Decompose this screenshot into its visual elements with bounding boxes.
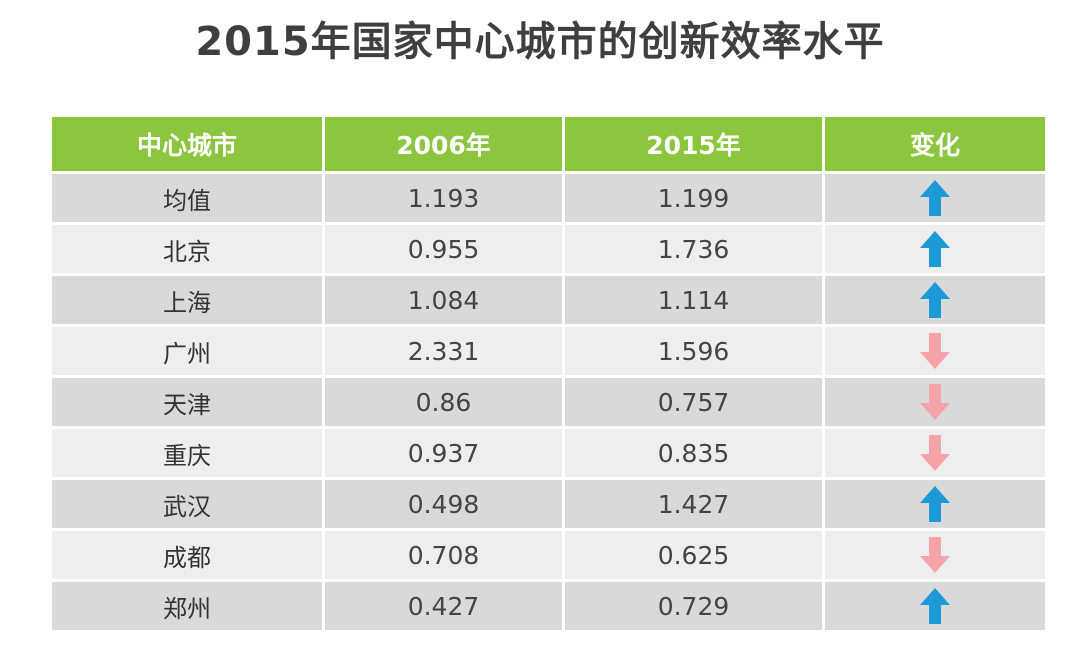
page-title: 2015年国家中心城市的创新效率水平 (195, 19, 885, 65)
city-cell: 武汉 (52, 480, 325, 531)
column-header-change: 变化 (825, 117, 1045, 174)
change-cell (825, 480, 1045, 531)
table-row: 成都 0.708 0.625 (52, 531, 1045, 582)
change-cell (825, 276, 1045, 327)
table-body: 均值 1.193 1.199 北京 0.955 1.736 上海 1.084 1.114 广州 2.… (52, 174, 1045, 633)
value-2006-cell: 2.331 (325, 327, 565, 378)
value-2015-cell: 0.729 (565, 582, 825, 633)
value-2015-cell: 0.625 (565, 531, 825, 582)
change-cell (825, 531, 1045, 582)
value-2015-cell: 1.427 (565, 480, 825, 531)
value-2006-cell: 0.937 (325, 429, 565, 480)
value-2006-cell: 0.86 (325, 378, 565, 429)
table-header: 中心城市 2006年 2015年 变化 (52, 117, 1045, 174)
column-header-2006: 2006年 (325, 117, 565, 174)
value-2006-cell: 1.084 (325, 276, 565, 327)
value-2006-cell: 0.498 (325, 480, 565, 531)
value-2015-cell: 0.757 (565, 378, 825, 429)
change-cell (825, 582, 1045, 633)
value-2015-cell: 0.835 (565, 429, 825, 480)
change-cell (825, 429, 1045, 480)
arrow-down-icon (920, 537, 950, 573)
city-cell: 广州 (52, 327, 325, 378)
efficiency-table: 中心城市 2006年 2015年 变化 均值 1.193 1.199 北京 0.955 1… (52, 117, 1045, 633)
value-2006-cell: 0.708 (325, 531, 565, 582)
column-header-2015: 2015年 (565, 117, 825, 174)
change-cell (825, 378, 1045, 429)
arrow-up-icon (920, 231, 950, 267)
table-row: 重庆 0.937 0.835 (52, 429, 1045, 480)
value-2006-cell: 1.193 (325, 174, 565, 225)
change-cell (825, 225, 1045, 276)
change-cell (825, 327, 1045, 378)
city-cell: 重庆 (52, 429, 325, 480)
arrow-down-icon (920, 435, 950, 471)
table-row: 郑州 0.427 0.729 (52, 582, 1045, 633)
value-2015-cell: 1.736 (565, 225, 825, 276)
city-cell: 成都 (52, 531, 325, 582)
table-row: 武汉 0.498 1.427 (52, 480, 1045, 531)
city-cell: 天津 (52, 378, 325, 429)
value-2015-cell: 1.596 (565, 327, 825, 378)
city-cell: 上海 (52, 276, 325, 327)
value-2015-cell: 1.114 (565, 276, 825, 327)
change-cell (825, 174, 1045, 225)
table-row: 天津 0.86 0.757 (52, 378, 1045, 429)
table-row: 广州 2.331 1.596 (52, 327, 1045, 378)
value-2006-cell: 0.427 (325, 582, 565, 633)
arrow-up-icon (920, 180, 950, 216)
city-cell: 北京 (52, 225, 325, 276)
arrow-down-icon (920, 333, 950, 369)
city-cell: 郑州 (52, 582, 325, 633)
city-cell: 均值 (52, 174, 325, 225)
arrow-down-icon (920, 384, 950, 420)
table-row: 上海 1.084 1.114 (52, 276, 1045, 327)
arrow-up-icon (920, 486, 950, 522)
table-row: 北京 0.955 1.736 (52, 225, 1045, 276)
arrow-up-icon (920, 588, 950, 624)
table-row: 均值 1.193 1.199 (52, 174, 1045, 225)
arrow-up-icon (920, 282, 950, 318)
column-header-city: 中心城市 (52, 117, 325, 174)
value-2015-cell: 1.199 (565, 174, 825, 225)
value-2006-cell: 0.955 (325, 225, 565, 276)
